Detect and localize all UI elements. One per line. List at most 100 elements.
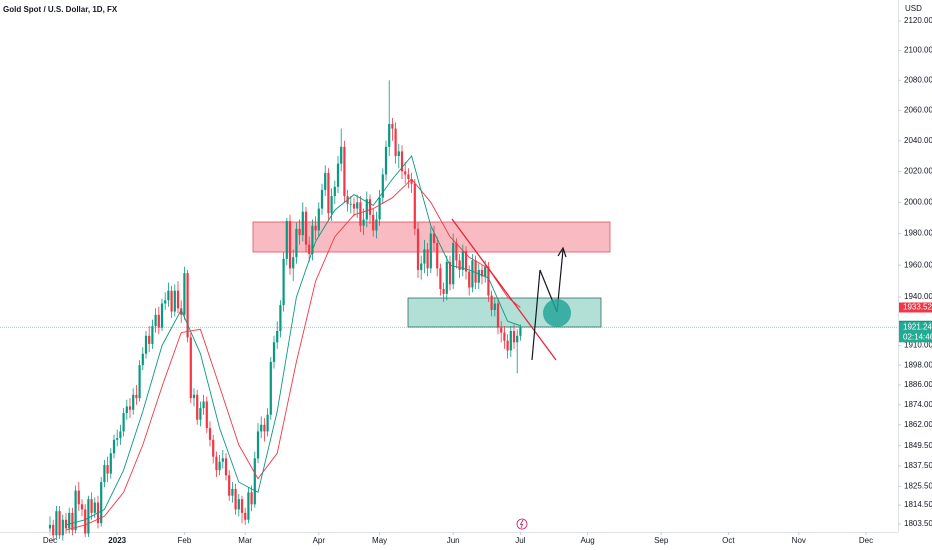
x-tick-label: Apr: [313, 536, 326, 545]
plot: [0, 80, 898, 541]
axis-unit: USD: [905, 4, 922, 13]
candle-body: [167, 290, 170, 301]
candle-body: [410, 179, 413, 184]
candle-body: [141, 353, 144, 366]
candle-body: [215, 456, 218, 471]
candle-body: [391, 123, 394, 129]
candle-body: [324, 172, 327, 190]
candle-body: [64, 519, 68, 529]
candle-body: [260, 424, 263, 432]
candle-body: [474, 260, 477, 283]
candle-body: [247, 492, 250, 520]
projection-arrow: [531, 249, 564, 361]
candle-body: [164, 300, 167, 304]
candle-body: [436, 243, 439, 269]
candle-body: [327, 172, 330, 214]
candle-body: [477, 269, 480, 283]
candle-body: [55, 511, 58, 536]
candle-body: [208, 428, 212, 440]
y-tick-label: 2100.00: [904, 46, 932, 55]
candle-body: [250, 492, 253, 505]
y-tick-label: 2060.00: [904, 105, 932, 114]
x-tick-label: Oct: [722, 536, 735, 545]
candle-body: [388, 123, 391, 147]
candle-body: [212, 439, 215, 457]
candle-body: [442, 289, 445, 294]
candle-body: [480, 269, 484, 277]
candle-body: [151, 326, 154, 344]
candle-body: [349, 203, 352, 205]
candle-body: [93, 502, 96, 513]
candle-body: [496, 303, 500, 328]
candle-body: [77, 490, 80, 505]
candle-body: [512, 330, 516, 343]
candle-body: [301, 211, 304, 236]
candle-body: [487, 266, 490, 296]
candle-body: [263, 424, 266, 432]
candle-body: [202, 401, 205, 409]
candle-body: [138, 365, 141, 399]
candle-body: [468, 271, 471, 288]
x-tick-label: Dec: [43, 536, 57, 545]
y-tick-label: 1886.00: [904, 380, 932, 389]
candle-body: [253, 458, 256, 505]
candle-body: [218, 461, 221, 471]
candle-body: [58, 511, 61, 536]
candle-body: [490, 295, 493, 310]
event-icon-bolt: [519, 519, 524, 529]
candle-body: [413, 183, 416, 229]
y-tick-label: 1814.50: [904, 500, 932, 509]
candle-body: [199, 408, 202, 420]
candle-body: [68, 512, 71, 529]
candle-body: [132, 394, 135, 410]
y-tick-label: 1940.00: [904, 292, 932, 301]
candle-body: [269, 361, 272, 415]
candle-body: [362, 219, 365, 226]
x-tick-label: Mar: [238, 536, 252, 545]
y-tick-label: 1825.50: [904, 481, 932, 490]
candle-body: [356, 202, 359, 209]
candle-body: [125, 406, 128, 414]
candle-body: [509, 330, 512, 351]
price-label: 1921.24: [903, 322, 932, 331]
candle-body: [100, 482, 103, 524]
candle-body: [343, 146, 346, 197]
candle-body: [375, 219, 378, 231]
candle-body: [458, 260, 461, 270]
candle-body: [128, 406, 132, 410]
candle-body: [420, 263, 423, 270]
candle-body: [84, 509, 87, 534]
candle-body: [381, 174, 384, 198]
candle-body: [189, 337, 192, 399]
candle-body: [244, 512, 247, 520]
candle-body: [173, 290, 176, 312]
candle-body: [240, 499, 244, 513]
price-label-box: [899, 302, 932, 313]
candle-body: [157, 314, 160, 328]
candle-body: [144, 335, 148, 354]
candle-body: [180, 308, 183, 315]
candle-body: [378, 197, 381, 220]
candle-body: [196, 394, 199, 420]
candle-body: [448, 262, 452, 285]
candle-body: [90, 499, 93, 513]
candle-body: [368, 199, 372, 215]
y-tick-label: 1849.50: [904, 441, 932, 450]
candle-body: [330, 196, 333, 214]
candle-body: [74, 490, 77, 531]
target-circle: [543, 299, 571, 327]
candle-body: [266, 414, 269, 432]
x-tick-label: Jun: [447, 536, 460, 545]
candle-body: [372, 214, 375, 231]
candle-body: [439, 268, 442, 290]
candle-body: [304, 211, 308, 245]
trend-line: [451, 218, 557, 361]
price-label-box: [899, 322, 932, 343]
y-tick-label: 1862.00: [904, 420, 932, 429]
y-tick-label: 2020.00: [904, 166, 932, 175]
x-tick-label: Nov: [792, 536, 806, 545]
candle-body: [61, 519, 64, 536]
x-tick-label: Feb: [178, 536, 192, 545]
candle-body: [298, 228, 301, 236]
